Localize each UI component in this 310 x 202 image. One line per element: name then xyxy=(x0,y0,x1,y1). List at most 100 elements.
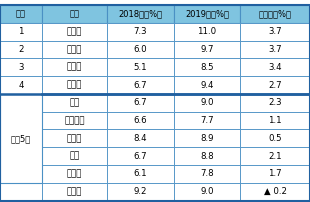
Bar xyxy=(174,76,240,94)
Bar xyxy=(107,23,174,41)
Bar xyxy=(174,41,240,58)
Bar xyxy=(0,76,42,94)
Text: 2.1: 2.1 xyxy=(268,152,282,161)
Bar xyxy=(240,94,310,112)
Bar xyxy=(107,183,174,201)
Text: 7.3: 7.3 xyxy=(134,27,147,36)
Text: 11.0: 11.0 xyxy=(197,27,216,36)
Bar xyxy=(42,23,107,41)
Bar xyxy=(174,129,240,147)
Bar xyxy=(240,165,310,183)
Text: 2: 2 xyxy=(18,45,24,54)
Bar xyxy=(0,183,42,201)
Text: 6.1: 6.1 xyxy=(134,169,147,178)
Bar xyxy=(240,129,310,147)
Text: 8.8: 8.8 xyxy=(200,152,214,161)
Text: 3.7: 3.7 xyxy=(268,27,282,36)
Bar xyxy=(174,58,240,76)
Text: 6.0: 6.0 xyxy=(134,45,147,54)
Text: 荒川区: 荒川区 xyxy=(67,81,82,89)
Bar xyxy=(107,147,174,165)
Text: 4: 4 xyxy=(18,81,24,89)
Text: 江東区: 江東区 xyxy=(67,45,82,54)
Bar xyxy=(174,94,240,112)
Text: 9.0: 9.0 xyxy=(200,98,214,107)
Bar xyxy=(174,23,240,41)
Text: 7.7: 7.7 xyxy=(200,116,214,125)
Bar xyxy=(42,112,107,129)
Text: 千代田区: 千代田区 xyxy=(64,116,85,125)
Text: 港区: 港区 xyxy=(69,152,80,161)
Text: 上昇幅（%）: 上昇幅（%） xyxy=(259,9,292,18)
Bar xyxy=(0,5,42,23)
Text: 3: 3 xyxy=(18,63,24,72)
Bar xyxy=(0,129,42,147)
Text: 5.1: 5.1 xyxy=(134,63,147,72)
Bar xyxy=(240,76,310,94)
Bar xyxy=(0,94,42,183)
Bar xyxy=(0,112,42,129)
Text: 1.1: 1.1 xyxy=(268,116,282,125)
Bar xyxy=(0,41,42,58)
Text: 台東区: 台東区 xyxy=(67,27,82,36)
Bar xyxy=(42,183,107,201)
Bar xyxy=(42,5,107,23)
Text: 2019年（%）: 2019年（%） xyxy=(185,9,229,18)
Text: 0.5: 0.5 xyxy=(268,134,282,143)
Bar xyxy=(107,112,174,129)
Text: 渋谷区: 渋谷区 xyxy=(67,187,82,196)
Bar xyxy=(0,58,42,76)
Bar xyxy=(240,23,310,41)
Text: 8.4: 8.4 xyxy=(134,134,147,143)
Bar xyxy=(0,147,42,165)
Text: 3.7: 3.7 xyxy=(268,45,282,54)
Bar xyxy=(0,23,42,41)
Bar xyxy=(42,165,107,183)
Text: 墓田区: 墓田区 xyxy=(67,63,82,72)
Bar xyxy=(240,5,310,23)
Text: 3.4: 3.4 xyxy=(268,63,282,72)
Text: 区名: 区名 xyxy=(69,9,79,18)
Text: 9.7: 9.7 xyxy=(200,45,214,54)
Bar xyxy=(42,129,107,147)
Text: 1: 1 xyxy=(18,27,24,36)
Text: 6.7: 6.7 xyxy=(134,152,147,161)
Bar xyxy=(240,41,310,58)
Text: 9.0: 9.0 xyxy=(200,187,214,196)
Bar xyxy=(42,58,107,76)
Text: 9.2: 9.2 xyxy=(134,187,147,196)
Text: 2018年（%）: 2018年（%） xyxy=(118,9,162,18)
Bar xyxy=(107,5,174,23)
Text: 7.8: 7.8 xyxy=(200,169,214,178)
Bar xyxy=(174,183,240,201)
Bar xyxy=(42,41,107,58)
Text: 2.7: 2.7 xyxy=(268,81,282,89)
Text: 8.9: 8.9 xyxy=(200,134,214,143)
Text: 6.6: 6.6 xyxy=(134,116,147,125)
Text: 6.7: 6.7 xyxy=(134,81,147,89)
Text: 9.4: 9.4 xyxy=(200,81,214,89)
Text: 2.3: 2.3 xyxy=(268,98,282,107)
Bar xyxy=(107,76,174,94)
Bar xyxy=(174,165,240,183)
Text: 8.5: 8.5 xyxy=(200,63,214,72)
Text: 1.7: 1.7 xyxy=(268,169,282,178)
Bar xyxy=(240,147,310,165)
Bar xyxy=(107,129,174,147)
Bar xyxy=(107,41,174,58)
Bar xyxy=(174,5,240,23)
Text: 中央区: 中央区 xyxy=(67,134,82,143)
Bar xyxy=(240,183,310,201)
Text: 北区: 北区 xyxy=(69,98,80,107)
Bar xyxy=(42,94,107,112)
Text: 6.7: 6.7 xyxy=(134,98,147,107)
Text: 順位: 順位 xyxy=(16,9,26,18)
Text: ▲ 0.2: ▲ 0.2 xyxy=(264,187,287,196)
Bar xyxy=(174,147,240,165)
Bar xyxy=(42,76,107,94)
Bar xyxy=(107,94,174,112)
Bar xyxy=(107,165,174,183)
Text: 都心5区: 都心5区 xyxy=(11,134,31,143)
Text: 5: 5 xyxy=(18,98,24,107)
Bar xyxy=(240,58,310,76)
